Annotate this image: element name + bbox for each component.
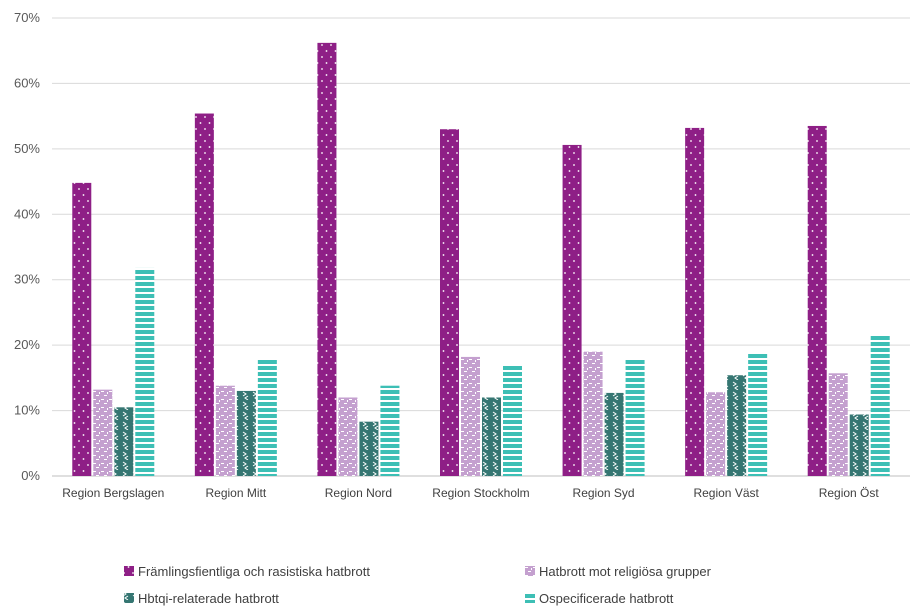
y-tick-label: 70% — [14, 10, 40, 25]
bars — [72, 42, 890, 477]
legend-label: Ospecificerade hatbrott — [539, 591, 674, 606]
legend-swatch — [525, 566, 535, 576]
x-category-label: Region Stockholm — [432, 486, 529, 500]
legend-swatch — [525, 593, 535, 603]
bar — [748, 352, 768, 476]
bar — [685, 127, 705, 477]
y-tick-label: 10% — [14, 403, 40, 418]
legend-swatch — [124, 566, 134, 576]
x-axis: Region Bergslagen Region Mitt Region Nord R… — [62, 486, 879, 500]
bar — [461, 356, 480, 476]
bar — [135, 267, 155, 476]
bar — [604, 392, 624, 476]
bar — [562, 144, 582, 476]
y-tick-label: 40% — [14, 206, 40, 221]
bar — [849, 414, 869, 476]
x-category-label: Region Mitt — [206, 486, 267, 500]
y-tick-label: 20% — [14, 337, 40, 352]
bar — [870, 334, 890, 476]
bar — [583, 351, 603, 476]
bar — [380, 385, 400, 476]
bar — [359, 421, 379, 476]
y-tick-label: 0% — [21, 468, 40, 483]
x-category-label: Region Bergslagen — [62, 486, 164, 500]
bar — [194, 113, 214, 477]
y-tick-label: 60% — [14, 75, 40, 90]
gridlines — [52, 17, 910, 477]
legend: Främlingsfientliga och rasistiska hatbro… — [124, 564, 712, 606]
bar — [215, 385, 235, 476]
legend-label: Främlingsfientliga och rasistiska hatbro… — [138, 564, 370, 579]
bar — [93, 389, 113, 476]
bar — [625, 358, 645, 476]
bar — [482, 397, 501, 476]
bar — [338, 397, 358, 476]
bar — [807, 125, 827, 476]
bar — [503, 365, 522, 476]
y-tick-label: 30% — [14, 272, 40, 287]
y-tick-label: 50% — [14, 141, 40, 156]
bar — [828, 373, 848, 476]
bar — [114, 407, 134, 476]
bar — [236, 390, 256, 476]
legend-label: Hatbrott mot religiösa grupper — [539, 564, 712, 579]
x-category-label: Region Syd — [573, 486, 635, 500]
x-category-label: Region Väst — [693, 486, 759, 500]
bar — [706, 392, 726, 476]
bar — [727, 375, 747, 476]
legend-swatch — [124, 593, 134, 603]
bar — [440, 129, 459, 476]
bar — [72, 182, 92, 476]
legend-label: Hbtqi-relaterade hatbrott — [138, 591, 279, 606]
bar — [257, 358, 277, 476]
x-category-label: Region Öst — [819, 486, 880, 500]
x-category-label: Region Nord — [325, 486, 392, 500]
y-axis-ticks: 0% 10% 20% 30% 40% 50% 60% 70% — [14, 10, 40, 483]
bar — [317, 42, 337, 477]
